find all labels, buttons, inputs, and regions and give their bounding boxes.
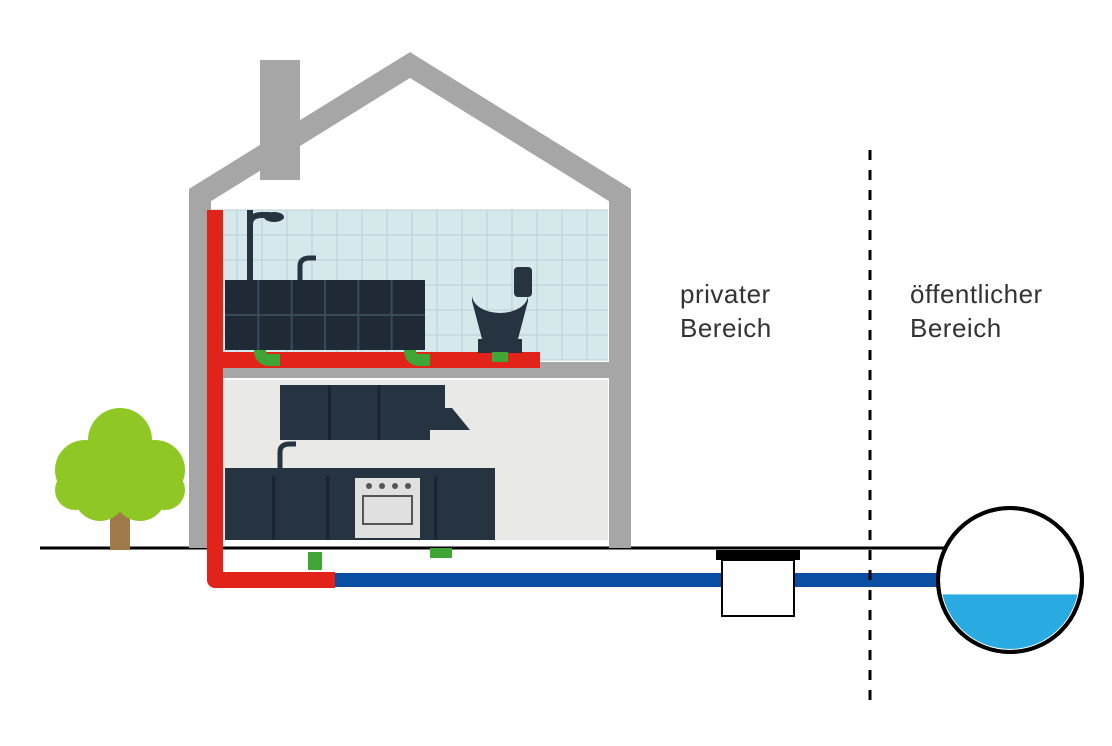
kitchen-upper-cabinets — [280, 385, 430, 440]
tree-foliage — [55, 408, 185, 521]
ground-drain-1 — [430, 548, 452, 558]
shower-head — [264, 212, 284, 222]
label-public-line1: öffentlicher — [910, 279, 1043, 309]
toilet-tank — [514, 267, 532, 297]
label-public: öffentlicher Bereich — [910, 278, 1043, 346]
inspection-lid — [716, 550, 800, 560]
toilet-base — [478, 339, 522, 353]
kitchen-counter — [225, 468, 495, 476]
label-private: privater Bereich — [680, 278, 772, 346]
ground-drain-0 — [308, 552, 322, 570]
label-public-line2: Bereich — [910, 313, 1002, 343]
sewer-water — [938, 594, 1082, 738]
label-private-line1: privater — [680, 279, 771, 309]
diagram-svg — [0, 0, 1112, 746]
label-private-line2: Bereich — [680, 313, 772, 343]
toilet-drain — [492, 352, 508, 362]
inspection-chamber — [722, 560, 794, 616]
